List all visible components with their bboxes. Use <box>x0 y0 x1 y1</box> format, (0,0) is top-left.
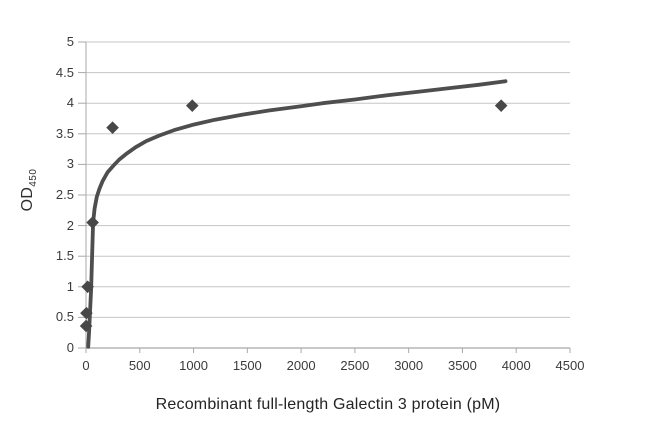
y-tick-label: 3 <box>66 156 74 172</box>
y-tick-label: 2 <box>66 217 74 233</box>
x-tick-label: 3000 <box>394 358 424 373</box>
x-tick-label: 500 <box>128 358 151 373</box>
y-tick-label: 0 <box>66 340 74 355</box>
y-tick-label: 3.5 <box>55 125 74 141</box>
x-tick-label: 2500 <box>340 358 370 373</box>
x-tick-label: 1500 <box>232 358 262 373</box>
y-tick-label: 5 <box>66 34 74 49</box>
x-tick-label: 0 <box>82 358 90 373</box>
fit-curve <box>86 79 508 349</box>
y-tick-label: 1 <box>66 278 74 294</box>
data-point-marker <box>80 306 93 320</box>
y-tick-label: 2.5 <box>55 187 74 202</box>
x-tick-label: 3500 <box>447 358 477 373</box>
x-axis-title: Recombinant full-length Galectin 3 prote… <box>155 396 501 413</box>
x-tick-label: 2000 <box>286 358 316 373</box>
data-point-marker <box>494 99 508 112</box>
y-tick-label: 1.5 <box>55 248 74 264</box>
data-point-marker <box>185 99 199 112</box>
y-axis-title-subscript: 450 <box>28 168 40 187</box>
data-point-marker <box>106 121 119 134</box>
y-tick-label: 4 <box>66 95 74 111</box>
x-tick-label: 4500 <box>555 358 585 373</box>
x-tick-label: 4000 <box>501 358 531 373</box>
y-axis-title-text: OD <box>19 186 36 212</box>
data-point-marker <box>86 216 99 229</box>
y-axis-title: OD450 <box>19 130 43 250</box>
data-point-marker <box>81 280 94 294</box>
data-point-marker <box>79 319 93 333</box>
y-tick-label: 4.5 <box>55 64 74 80</box>
y-tick-label: 0.5 <box>55 309 74 325</box>
x-tick-label: 1000 <box>179 358 209 373</box>
